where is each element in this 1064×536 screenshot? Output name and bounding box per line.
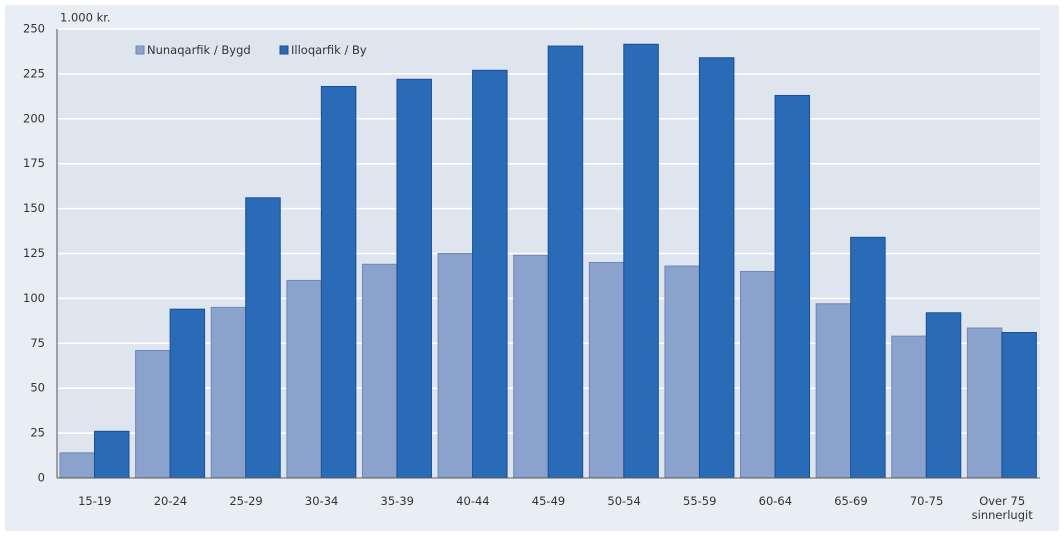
bar <box>774 94 811 479</box>
bar <box>815 303 852 479</box>
x-tick-label: Over 75 sinnerlugit <box>971 494 1033 522</box>
legend-label: Nunaqarfik / Bygd <box>147 43 251 57</box>
bar <box>966 327 1003 479</box>
x-tick-label: 30-34 <box>304 494 339 508</box>
y-tick-label: 100 <box>23 291 45 305</box>
y-tick-label: 200 <box>23 111 45 125</box>
bar <box>437 253 474 479</box>
bar <box>94 430 130 479</box>
bar <box>1001 332 1037 479</box>
bar <box>698 57 735 479</box>
bar <box>472 69 508 479</box>
bar <box>925 312 962 479</box>
y-tick-label: 175 <box>23 156 45 170</box>
bar <box>320 85 357 479</box>
bar <box>169 308 206 479</box>
bar <box>891 335 927 479</box>
bar <box>513 254 549 479</box>
y-tick-label: 50 <box>30 381 45 395</box>
bar <box>740 270 776 479</box>
x-tick-label: 65-69 <box>834 494 868 508</box>
y-tick-label: 125 <box>23 246 45 260</box>
x-tick-label: 15-19 <box>78 494 112 508</box>
x-tick-label: 55-59 <box>683 494 717 508</box>
x-tick-label: 40-44 <box>456 494 490 508</box>
y-tick-label: 75 <box>30 336 45 350</box>
x-tick-label: 60-64 <box>758 494 793 508</box>
bar <box>59 452 95 479</box>
legend-swatch <box>279 45 289 55</box>
bar <box>135 349 171 479</box>
bar <box>547 45 584 479</box>
y-tick-label: 150 <box>23 201 45 215</box>
y-tick-label: 250 <box>23 22 45 36</box>
y-axis-label: 1.000 kr. <box>60 11 111 25</box>
x-tick-label: 45-49 <box>531 494 566 508</box>
x-tick-label: 50-54 <box>607 494 641 508</box>
bar <box>623 43 659 479</box>
bar <box>850 236 886 479</box>
y-tick-label: 225 <box>23 66 45 80</box>
bar <box>588 261 625 479</box>
x-tick-label: 35-39 <box>380 494 414 508</box>
x-tick-label: 20-24 <box>153 494 188 508</box>
y-tick-label: 25 <box>30 426 45 440</box>
bar <box>664 265 700 479</box>
x-tick-label: 70-75 <box>909 494 944 508</box>
bar <box>396 78 432 479</box>
bar <box>245 197 281 479</box>
legend-label: Illoqarfik / By <box>291 43 367 57</box>
y-tick-label: 0 <box>38 471 45 485</box>
bar <box>286 279 322 479</box>
x-tick-label: 25-29 <box>229 494 263 508</box>
legend-swatch <box>135 45 145 55</box>
bar <box>210 306 247 479</box>
bar <box>361 263 398 479</box>
